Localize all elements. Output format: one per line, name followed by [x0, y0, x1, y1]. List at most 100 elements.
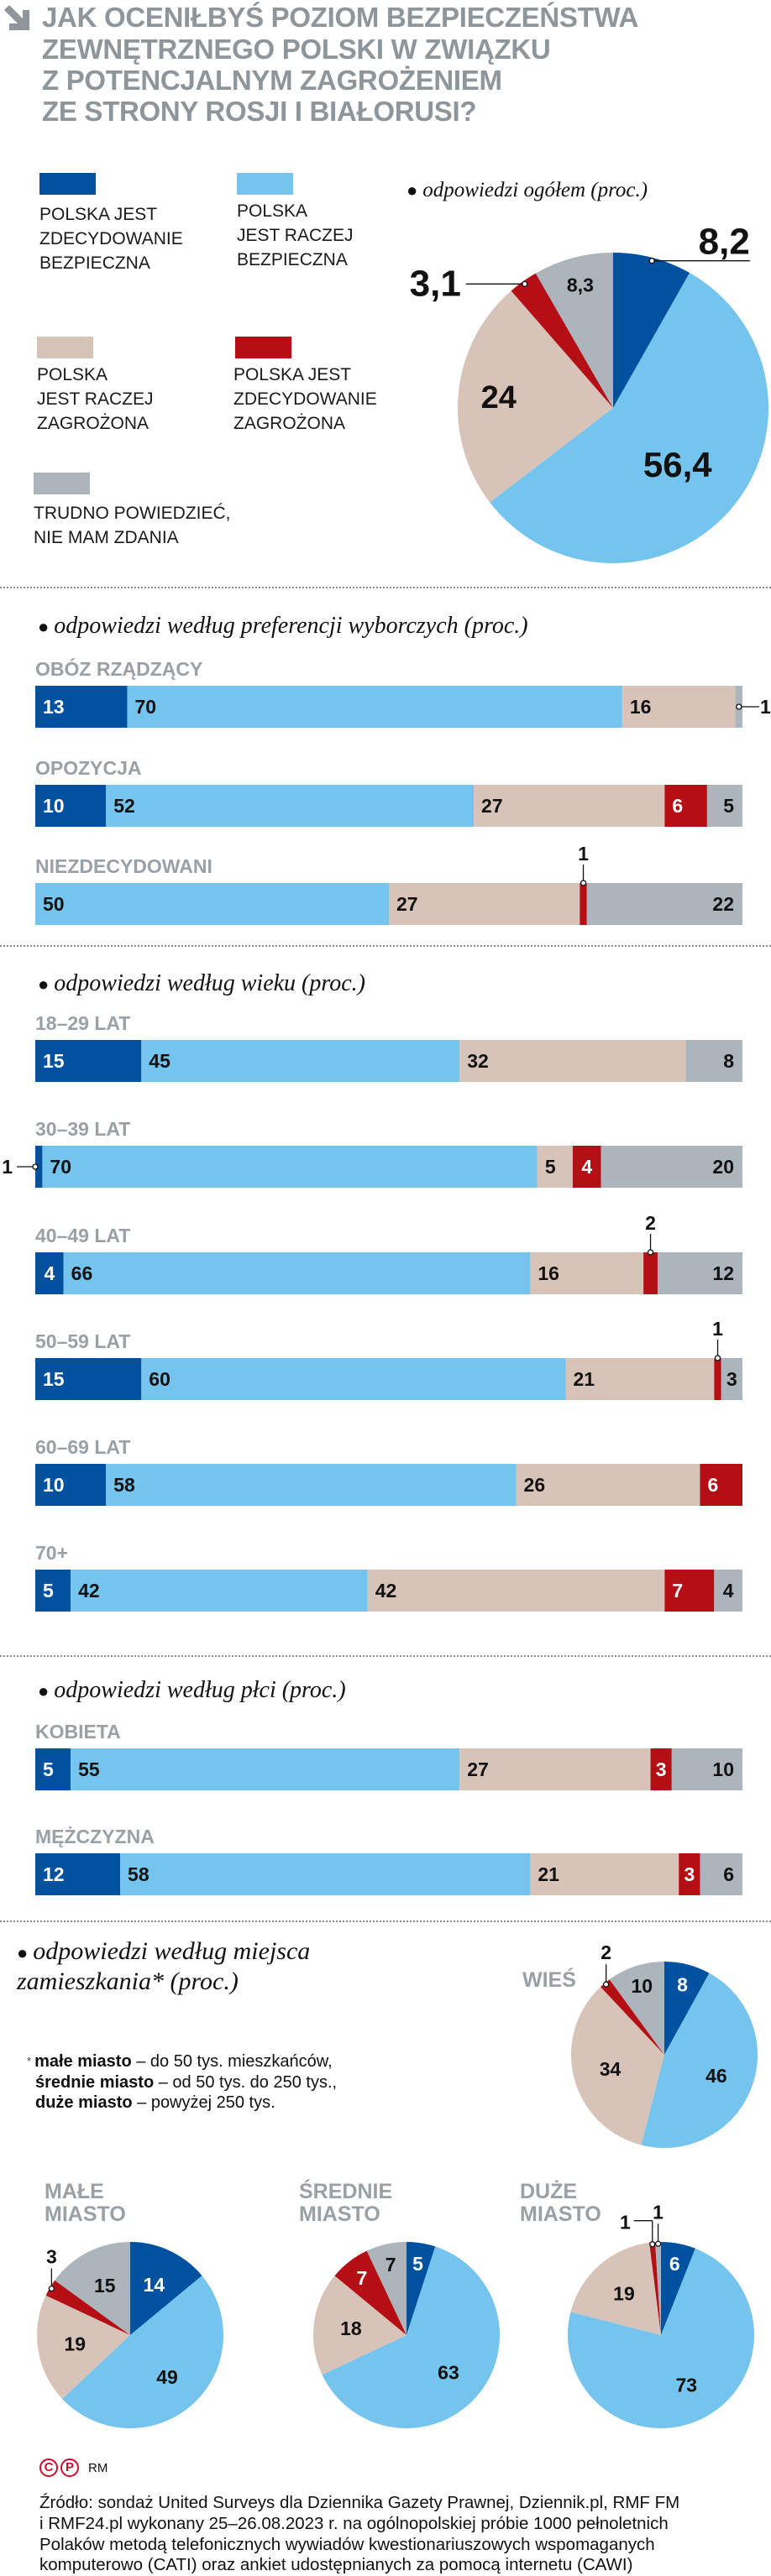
bullet-icon: ● [406, 180, 418, 201]
bar-segment-raczej-bezpieczna [63, 1252, 531, 1294]
source-line: Źródło: sondaż United Surveys dla Dzienn… [39, 2493, 680, 2512]
pie-slice-zdecydowanie-zagrozona [45, 2280, 131, 2335]
pie-value-label: 8,3 [567, 274, 594, 296]
pie-value-label: 14 [144, 2274, 165, 2296]
bar-segment-zdecydowanie-bezpieczna [35, 1464, 107, 1506]
bar-value-label: 8 [723, 1050, 734, 1072]
footnote-term: duże miasto [35, 2093, 133, 2112]
page-title-line: ZE STRONY ROSJI I BIAŁORUSI? [42, 96, 477, 127]
pie-value-label: 8 [677, 1973, 688, 1995]
pie-slice-raczej-bezpieczna [322, 2246, 500, 2428]
bar-value-label: 27 [467, 1758, 489, 1780]
bar-segment-raczej-zagrozona [459, 1748, 651, 1790]
legend-label: POLSKA JEST RACZEJ ZAGROŻONA [37, 365, 154, 433]
bar-segment-trudno-powiedziec [714, 1570, 742, 1612]
bar-segment-trudno-powiedziec [721, 1358, 742, 1400]
callout-label: 1 [712, 1318, 723, 1340]
section-heading-overall: ● odpowiedzi ogółem (proc.) [406, 176, 648, 204]
bar-segment-trudno-powiedziec [586, 883, 742, 925]
callout-dot [48, 2285, 55, 2292]
bar-segment-raczej-zagrozona [622, 686, 736, 728]
bar-segment-raczej-bezpieczna [71, 1748, 460, 1790]
bar-value-label: 16 [538, 1262, 559, 1284]
footnote-term: małe miasto [34, 2052, 132, 2071]
page-title-line: JAK OCENIŁBYŚ POZIOM BEZPIECZEŃSTWA [42, 2, 639, 33]
bar-value-label: 4 [44, 1262, 55, 1284]
heading-text: odpowiedzi według miejsca zamieszkania* … [17, 1937, 311, 1995]
callout-dot [649, 2241, 656, 2248]
bar-value-label: 6 [723, 1863, 734, 1885]
callout-dot [580, 880, 587, 886]
pie-residence [37, 2242, 224, 2429]
pie-slice-zdecydowanie-bezpieczna [613, 253, 690, 408]
pie-residence [313, 2242, 500, 2428]
bar-segment-trudno-powiedziec [700, 1853, 742, 1895]
legend-swatch-raczej-bezpieczna [237, 173, 293, 195]
bar-value-label: 5 [723, 795, 734, 817]
legend-label: TRUDNO POWIEDZIEĆ, NIE MAM ZDANIA [34, 504, 231, 547]
pie-value-label: 73 [675, 2375, 697, 2396]
bar-segment-trudno-powiedziec [601, 1146, 742, 1188]
callout-label: 1 [2, 1156, 13, 1178]
pie-slice-zdecydowanie-bezpieczna [130, 2242, 202, 2335]
pie-value-label: 56,4 [643, 445, 712, 484]
callout-dot [648, 258, 655, 264]
bar-category-label: 18–29 LAT [35, 1012, 131, 1034]
bar-row [35, 1252, 742, 1294]
bar-segment-raczej-zagrozona [516, 1464, 700, 1506]
callout-dot [714, 1355, 721, 1361]
pie-slice-zdecydowanie-zagrozona [601, 1979, 664, 2055]
bar-segment-zdecydowanie-zagrozona [714, 1358, 721, 1400]
bar-segment-zdecydowanie-zagrozona [700, 1464, 742, 1506]
bar-segment-trudno-powiedziec [685, 1040, 742, 1082]
bar-segment-raczej-zagrozona [367, 1570, 665, 1612]
bar-segment-raczej-zagrozona [537, 1146, 573, 1188]
divider [0, 587, 771, 588]
pie-slice-trudno-powiedziec [609, 1962, 664, 2055]
bar-segment-zdecydowanie-bezpieczna [35, 686, 128, 728]
section-heading-voting: ● odpowiedzi według preferencji wyborczyc… [38, 612, 528, 640]
bar-category-label: MĘŻCZYZNA [35, 1826, 155, 1847]
bar-row [35, 1570, 742, 1612]
bar-category-label: 70+ [35, 1542, 69, 1564]
callout-label: 3,1 [410, 263, 461, 304]
bar-segment-zdecydowanie-zagrozona [580, 883, 587, 925]
legend-swatch-raczej-zagrozona [37, 337, 93, 358]
callout-dot [32, 1163, 39, 1170]
source-line: Polaków metodą telefonicznych wywiadów k… [39, 2534, 655, 2554]
bar-value-label: 26 [524, 1474, 546, 1496]
bar-segment-raczej-bezpieczna [71, 1570, 368, 1612]
pie-slice-raczej-zagrozona [570, 2242, 661, 2335]
bar-row [35, 1748, 742, 1790]
bar-value-label: 3 [726, 1368, 737, 1390]
pie-slice-trudno-powiedziec [655, 2242, 661, 2335]
pie-slice-zdecydowanie-bezpieczna [664, 1962, 710, 2055]
bar-segment-raczej-zagrozona [530, 1853, 679, 1895]
bar-category-label: NIEZDECYDOWANI [35, 855, 212, 877]
bar-value-label: 55 [78, 1758, 100, 1780]
bar-value-label: 22 [712, 893, 734, 915]
section-heading-gender: ● odpowiedzi według płci (proc.) [38, 1676, 346, 1705]
pie-value-label: 49 [156, 2366, 178, 2388]
bar-segment-zdecydowanie-bezpieczna [35, 1358, 142, 1400]
bar-category-label: 50–59 LAT [35, 1330, 131, 1352]
pie-category-label: WIEŚ [522, 1968, 576, 1992]
pie-slice-raczej-zagrozona [571, 1987, 664, 2145]
pie-category-label: MAŁE MIASTO [45, 2180, 126, 2226]
pie-value-label: 63 [438, 2361, 459, 2383]
callout-label: 3 [46, 2246, 57, 2268]
pie-value-label: 15 [94, 2275, 116, 2296]
pie-slice-zdecydowanie-bezpieczna [661, 2242, 695, 2335]
pie-slice-raczej-zagrozona [313, 2276, 406, 2375]
pie-value-label: 5 [412, 2253, 423, 2275]
callout-label: 2 [601, 1941, 611, 1963]
legend-label: POLSKA JEST RACZEJ BEZPIECZNA [237, 201, 354, 269]
bar-segment-raczej-bezpieczna [106, 785, 475, 827]
bar-row [35, 1853, 742, 1895]
pie-slice-zdecydowanie-zagrozona [511, 273, 613, 408]
bar-value-label: 42 [78, 1580, 100, 1602]
bar-value-label: 12 [712, 1262, 734, 1284]
bar-value-label: 58 [113, 1474, 135, 1496]
bar-segment-raczej-zagrozona [459, 1040, 686, 1082]
bar-row [35, 1040, 742, 1082]
